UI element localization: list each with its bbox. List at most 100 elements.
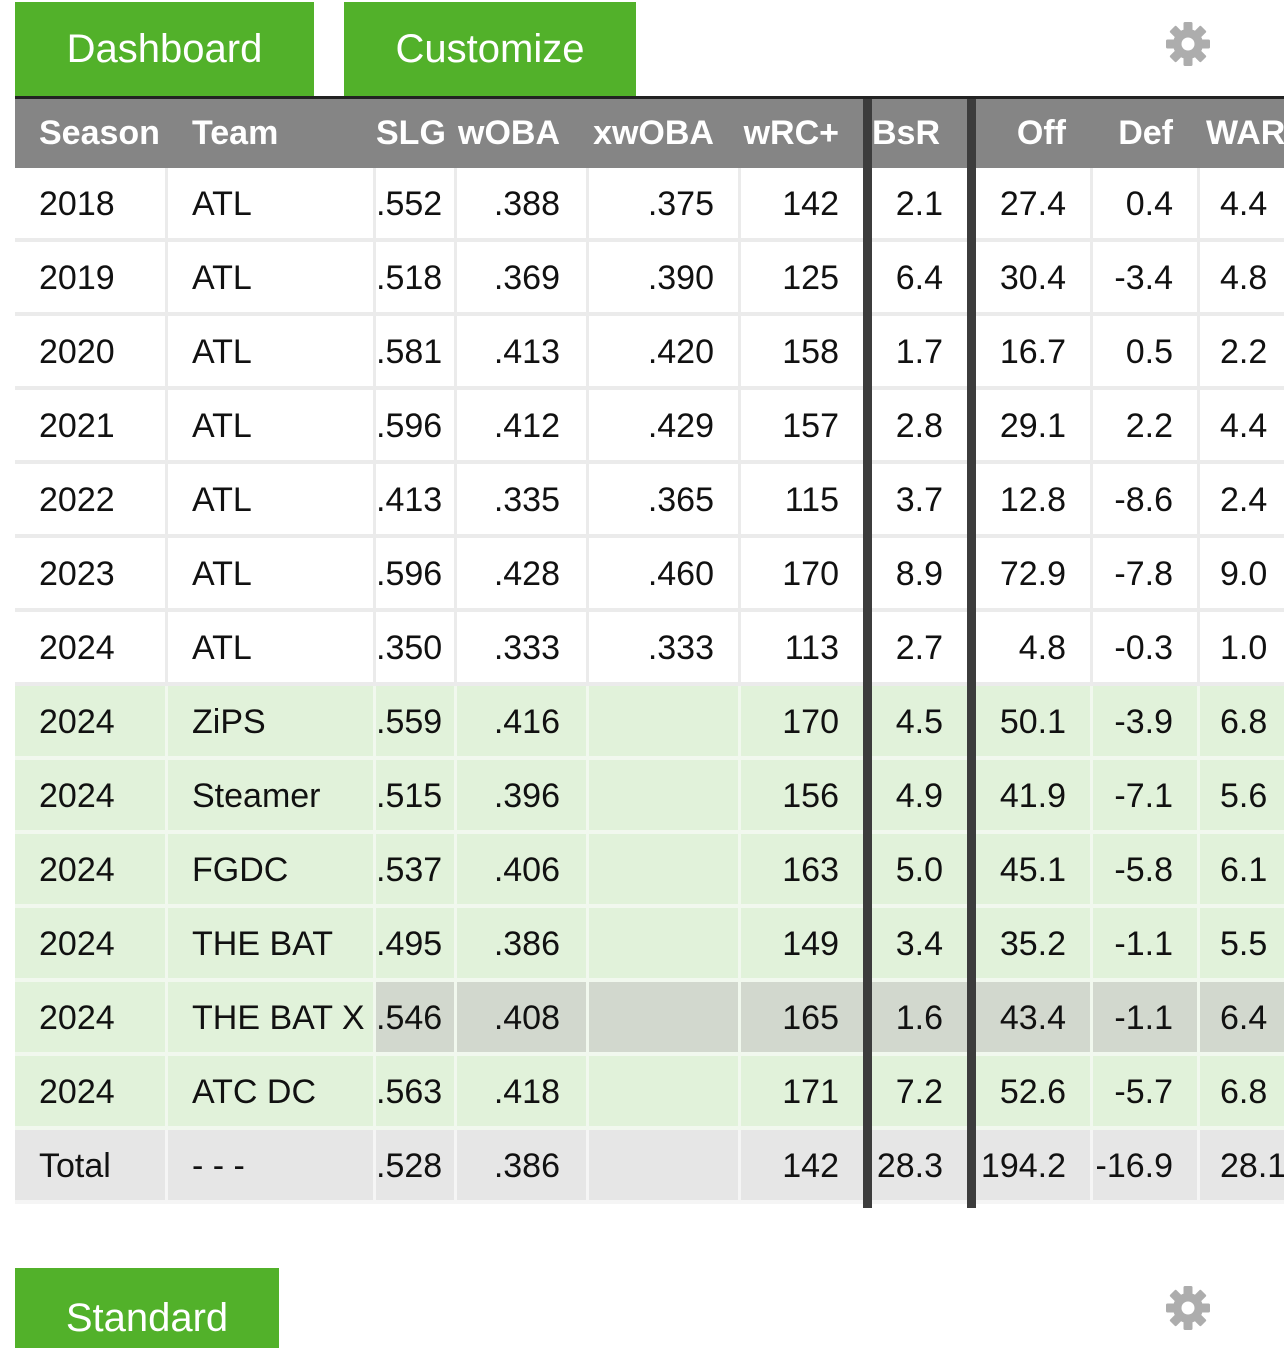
cell-def: -3.4 [1093,242,1197,312]
cell-war: 9.0 [1200,538,1284,608]
column-header-team[interactable]: Team [192,114,279,152]
cell-team: ATL [192,629,252,667]
cell-war: 4.4 [1200,168,1284,238]
cell-woba: .412 [457,390,586,460]
cell-slg: .581 [376,316,454,386]
standard-button[interactable]: Standard [15,1268,279,1348]
cell-woba: .335 [457,464,586,534]
table-row[interactable]: 2023 ATL .596.428.460 170 8.9 72.9 -7.8 9.0 [15,538,1284,612]
column-header-off[interactable]: Off [1016,114,1066,152]
cell-team-background [168,1130,373,1200]
cell-team-background [168,760,373,830]
table-row[interactable]: 2024 Steamer .515.396 156 4.9 41.9 -7.1 5.6 [15,760,1284,834]
cell-slg: .518 [376,242,454,312]
table-row[interactable]: 2021 ATL .596.412.429 157 2.8 29.1 2.2 4.4 [15,390,1284,464]
cell-season: 2024 [15,1056,165,1126]
column-separator [967,99,976,1208]
table-row[interactable]: 2024 ZiPS .559.416 170 4.5 50.1 -3.9 6.8 [15,686,1284,760]
cell-slg: .596 [376,390,454,460]
cell-woba: .369 [457,242,586,312]
cell-team: ATL [192,333,252,371]
cell-off: 29.1 [976,390,1090,460]
cell-def: -3.9 [1093,686,1197,756]
cell-wrc: 157 [741,390,863,460]
cell-season: 2020 [15,316,165,386]
cell-bsr: 1.7 [872,316,967,386]
table-row[interactable]: 2024 ATL .350.333.333 113 2.7 4.8 -0.3 1.0 [15,612,1284,686]
cell-xwoba: .375 [589,168,738,238]
cell-woba: .386 [457,1130,586,1200]
cell-season: 2024 [15,908,165,978]
cell-bsr: 2.7 [872,612,967,682]
column-header-slg[interactable]: SLG [376,114,446,152]
table-row[interactable]: 2024 THE BAT X .546.408 165 1.6 43.4 -1.1 6.4 [15,982,1284,1056]
cell-war: 4.4 [1200,390,1284,460]
table-row[interactable]: 2019 ATL .518.369.390 125 6.4 30.4 -3.4 4.8 [15,242,1284,316]
cell-woba: .408 [457,982,586,1052]
column-header-woba[interactable]: wOBA [458,114,560,152]
table-row[interactable]: Total - - - .528.386 142 28.3 194.2 -16.9 28.1 [15,1130,1284,1204]
dashboard-button[interactable]: Dashboard [15,2,314,96]
cell-slg: .350 [376,612,454,682]
cell-season: 2024 [15,686,165,756]
table-row[interactable]: 2018 ATL .552.388.375 142 2.1 27.4 0.4 4.4 [15,168,1284,242]
cell-team-background [168,242,373,312]
cell-xwoba: .429 [589,390,738,460]
cell-woba: .428 [457,538,586,608]
table-row[interactable]: 2024 FGDC .537.406 163 5.0 45.1 -5.8 6.1 [15,834,1284,908]
cell-war: 5.5 [1200,908,1284,978]
cell-team: Steamer [192,777,321,815]
column-header-war[interactable]: WAR [1206,114,1284,152]
table-row[interactable]: 2024 ATC DC .563.418 171 7.2 52.6 -5.7 6.8 [15,1056,1284,1130]
cell-xwoba [589,1056,738,1126]
cell-xwoba [589,686,738,756]
cell-war: 2.2 [1200,316,1284,386]
table-header: Season Team SLG wOBA xwOBA wRC+ BsR Off Def WAR [15,99,1284,168]
cell-team-background [168,834,373,904]
table-row[interactable]: 2020 ATL .581.413.420 158 1.7 16.7 0.5 2.2 [15,316,1284,390]
cell-team-background [168,612,373,682]
column-header-xwoba[interactable]: xwOBA [593,114,714,152]
stats-table: Season Team SLG wOBA xwOBA wRC+ BsR Off Def WAR 2… [15,96,1284,1208]
cell-def: -8.6 [1093,464,1197,534]
column-header-def[interactable]: Def [1118,114,1173,152]
cell-team-background [168,1056,373,1126]
table-row[interactable]: 2022 ATL .413.335.365 115 3.7 12.8 -8.6 2.4 [15,464,1284,538]
cell-woba: .413 [457,316,586,386]
cell-off: 50.1 [976,686,1090,756]
cell-season: 2023 [15,538,165,608]
gear-icon[interactable] [1164,20,1212,68]
cell-team: ATL [192,555,252,593]
cell-wrc: 156 [741,760,863,830]
table-row[interactable]: 2024 THE BAT .495.386 149 3.4 35.2 -1.1 5.5 [15,908,1284,982]
cell-woba: .333 [457,612,586,682]
cell-xwoba: .390 [589,242,738,312]
cell-xwoba: .420 [589,316,738,386]
cell-off: 52.6 [976,1056,1090,1126]
cell-off: 43.4 [976,982,1090,1052]
column-header-wrc[interactable]: wRC+ [743,114,839,152]
cell-season: 2021 [15,390,165,460]
cell-team-background [168,908,373,978]
cell-wrc: 171 [741,1056,863,1126]
cell-season: 2024 [15,834,165,904]
cell-bsr: 3.4 [872,908,967,978]
customize-button[interactable]: Customize [344,2,636,96]
cell-wrc: 165 [741,982,863,1052]
cell-bsr: 2.8 [872,390,967,460]
column-header-season[interactable]: Season [39,114,160,152]
cell-team: ATL [192,407,252,445]
cell-slg: .563 [376,1056,454,1126]
cell-war: 28.1 [1200,1130,1284,1200]
cell-def: -5.7 [1093,1056,1197,1126]
column-header-bsr[interactable]: BsR [872,114,941,152]
cell-bsr: 5.0 [872,834,967,904]
cell-bsr: 1.6 [872,982,967,1052]
cell-def: -16.9 [1093,1130,1197,1200]
cell-team-background [168,316,373,386]
gear-icon[interactable] [1164,1284,1212,1332]
cell-def: -0.3 [1093,612,1197,682]
cell-wrc: 142 [741,168,863,238]
cell-off: 72.9 [976,538,1090,608]
cell-war: 2.4 [1200,464,1284,534]
